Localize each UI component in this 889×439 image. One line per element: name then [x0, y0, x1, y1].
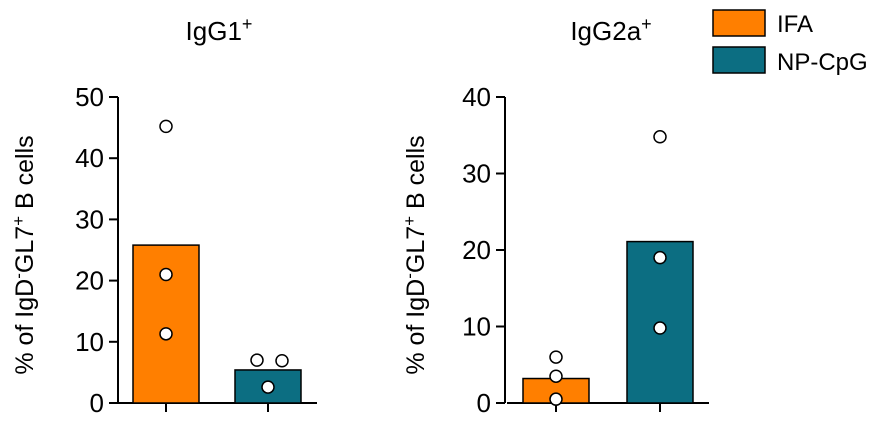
y-axis-label: % of IgD-GL7+ B cells [400, 135, 430, 374]
data-point [275, 354, 289, 368]
legend-swatch-ifa [712, 9, 766, 37]
chart-panel-0: IgG1+ % of IgD-GL7+ B cells 0 10 20 30 40 50 [9, 14, 317, 418]
y-tick-label: 20 [462, 235, 491, 265]
chart-title: IgG1+ [186, 14, 253, 46]
y-tick-label: 0 [477, 388, 491, 418]
legend: IFA NP-CpG [712, 9, 868, 76]
legend-swatch-np-cpg [712, 46, 766, 74]
data-point [250, 353, 264, 367]
y-tick-label: 50 [75, 82, 104, 112]
y-tick-label: 10 [75, 327, 104, 357]
data-point [549, 350, 563, 364]
y-tick-label: 0 [90, 388, 104, 418]
data-point [159, 267, 173, 282]
chart-panel-1: IgG2a+ % of IgD-GL7+ B cells 0 10 20 30 40 [400, 14, 709, 418]
y-tick-label: 40 [462, 82, 491, 112]
chart-title: IgG2a+ [570, 14, 651, 46]
data-point [653, 250, 667, 265]
data-point [653, 130, 667, 144]
y-tick-label: 10 [462, 312, 491, 342]
y-tick-label: 40 [75, 143, 104, 173]
data-point [549, 369, 563, 383]
legend-label-ifa: IFA [777, 11, 813, 38]
data-point [159, 119, 173, 134]
legend-label-np-cpg: NP-CpG [777, 49, 868, 76]
y-tick-label: 30 [75, 204, 104, 234]
y-tick-label: 30 [462, 159, 491, 189]
y-tick-label: 20 [75, 266, 104, 296]
data-point [549, 392, 563, 406]
data-point [261, 380, 275, 394]
data-point [653, 321, 667, 335]
y-axis-label: % of IgD-GL7+ B cells [9, 135, 39, 374]
data-point [159, 327, 173, 341]
